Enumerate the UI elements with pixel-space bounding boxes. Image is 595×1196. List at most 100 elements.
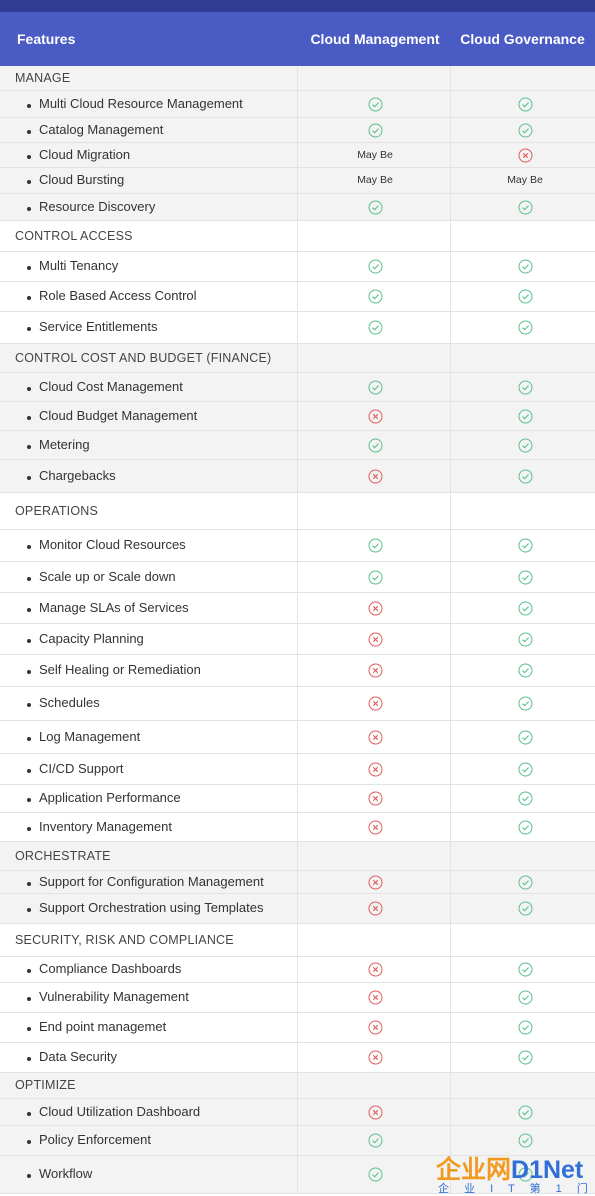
feature-row: Metering xyxy=(0,431,595,460)
feature-label: Monitor Cloud Resources xyxy=(39,537,186,552)
feature-label: CI/CD Support xyxy=(39,760,124,776)
bullet-icon xyxy=(27,638,31,643)
column-divider xyxy=(450,924,451,956)
feature-row: Cloud Bursting May Be May Be xyxy=(0,168,595,194)
column-divider xyxy=(450,1073,451,1098)
feature-label: Self Healing or Remediation xyxy=(39,662,201,677)
column-divider xyxy=(297,785,298,812)
cloud-governance-check-icon xyxy=(450,875,595,890)
cloud-governance-check-icon xyxy=(450,663,595,678)
column-divider xyxy=(450,1156,451,1193)
feature-row: Catalog Management xyxy=(0,118,595,143)
bullet-icon xyxy=(27,736,31,741)
column-divider xyxy=(450,593,451,623)
cloud-governance-check-icon xyxy=(450,990,595,1005)
column-divider xyxy=(450,655,451,686)
feature-label: Chargebacks xyxy=(39,467,116,483)
section-title: SECURITY, RISK AND COMPLIANCE xyxy=(15,932,234,947)
column-divider xyxy=(450,221,451,251)
feature-row: Vulnerability Management xyxy=(0,983,595,1013)
feature-label: Data Security xyxy=(39,1049,118,1064)
feature-row: Log Management xyxy=(0,721,595,754)
column-divider xyxy=(450,624,451,654)
bullet-icon xyxy=(27,180,31,184)
bullet-icon xyxy=(27,296,31,300)
column-divider xyxy=(450,493,451,529)
feature-label: Scale up or Scale down xyxy=(39,568,176,584)
feature-row: Multi Cloud Resource Management xyxy=(0,91,595,118)
column-divider xyxy=(450,1013,451,1042)
cloud-management-cross-icon xyxy=(300,762,450,777)
feature-label: Manage SLAs of Services xyxy=(39,599,189,615)
cloud-governance-check-icon xyxy=(450,1133,595,1148)
cloud-management-cross-icon xyxy=(300,601,450,616)
column-divider xyxy=(297,1013,298,1042)
feature-label: Cloud Utilization Dashboard xyxy=(39,1103,201,1119)
column-divider xyxy=(450,282,451,311)
feature-label: Policy Enforcement xyxy=(39,1132,151,1147)
bullet-icon xyxy=(27,798,31,802)
bullet-icon xyxy=(27,206,31,211)
cloud-governance-check-icon xyxy=(450,97,595,112)
column-divider xyxy=(450,252,451,281)
column-divider xyxy=(450,721,451,753)
column-divider xyxy=(297,813,298,841)
column-divider xyxy=(450,168,451,193)
bullet-icon xyxy=(27,826,31,831)
column-divider xyxy=(297,562,298,592)
feature-label: Cloud Bursting xyxy=(39,172,125,187)
cloud-management-check-icon xyxy=(300,200,450,215)
cloud-management-cross-icon xyxy=(300,1105,450,1120)
feature-row: Compliance Dashboards xyxy=(0,957,595,983)
cloud-management-check-icon xyxy=(300,380,450,395)
cloud-governance-check-icon xyxy=(450,1105,595,1120)
cloud-management-check-icon xyxy=(300,320,450,335)
feature-label: Workflow xyxy=(39,1166,93,1181)
cloud-governance-check-icon xyxy=(450,320,595,335)
section-header-row: OPERATIONS xyxy=(0,493,595,530)
column-divider xyxy=(450,957,451,982)
column-divider xyxy=(450,143,451,167)
cloud-management-check-icon xyxy=(300,259,450,274)
column-divider xyxy=(297,983,298,1012)
bullet-icon xyxy=(27,607,31,612)
column-divider xyxy=(297,530,298,561)
bullet-icon xyxy=(27,881,31,886)
cloud-management-cross-icon xyxy=(300,791,450,806)
column-divider xyxy=(297,593,298,623)
cloud-management-cross-icon xyxy=(300,875,450,890)
feature-row: Data Security xyxy=(0,1043,595,1073)
column-divider xyxy=(297,344,298,372)
feature-row: CI/CD Support xyxy=(0,754,595,785)
cloud-governance-check-icon xyxy=(450,632,595,647)
column-divider xyxy=(297,373,298,401)
column-divider xyxy=(450,562,451,592)
feature-row: Service Entitlements xyxy=(0,312,595,344)
column-divider xyxy=(297,221,298,251)
cloud-management-cross-icon xyxy=(300,696,450,711)
bullet-icon xyxy=(27,576,31,581)
column-divider xyxy=(297,957,298,982)
column-divider xyxy=(297,118,298,142)
cloud-management-cross-icon xyxy=(300,962,450,977)
section-title: OPTIMIZE xyxy=(15,1078,76,1092)
feature-label: Metering xyxy=(39,436,90,452)
column-divider xyxy=(297,842,298,870)
feature-row: Support for Configuration Management xyxy=(0,871,595,894)
section-header-row: SECURITY, RISK AND COMPLIANCE xyxy=(0,924,595,957)
top-bar xyxy=(0,0,595,12)
table-header: Features Cloud Management Cloud Governan… xyxy=(0,12,595,66)
column-divider xyxy=(450,754,451,784)
feature-row: Multi Tenancy xyxy=(0,252,595,282)
feature-row: Capacity Planning xyxy=(0,624,595,655)
column-divider xyxy=(450,312,451,343)
feature-label: Vulnerability Management xyxy=(39,989,189,1004)
feature-row: Cloud Budget Management xyxy=(0,402,595,431)
column-divider xyxy=(297,431,298,459)
column-divider xyxy=(450,813,451,841)
column-divider xyxy=(297,143,298,167)
feature-label: Role Based Access Control xyxy=(39,288,197,303)
section-header-row: ORCHESTRATE xyxy=(0,842,595,871)
cloud-governance-check-icon xyxy=(450,820,595,835)
bullet-icon xyxy=(27,1027,31,1031)
